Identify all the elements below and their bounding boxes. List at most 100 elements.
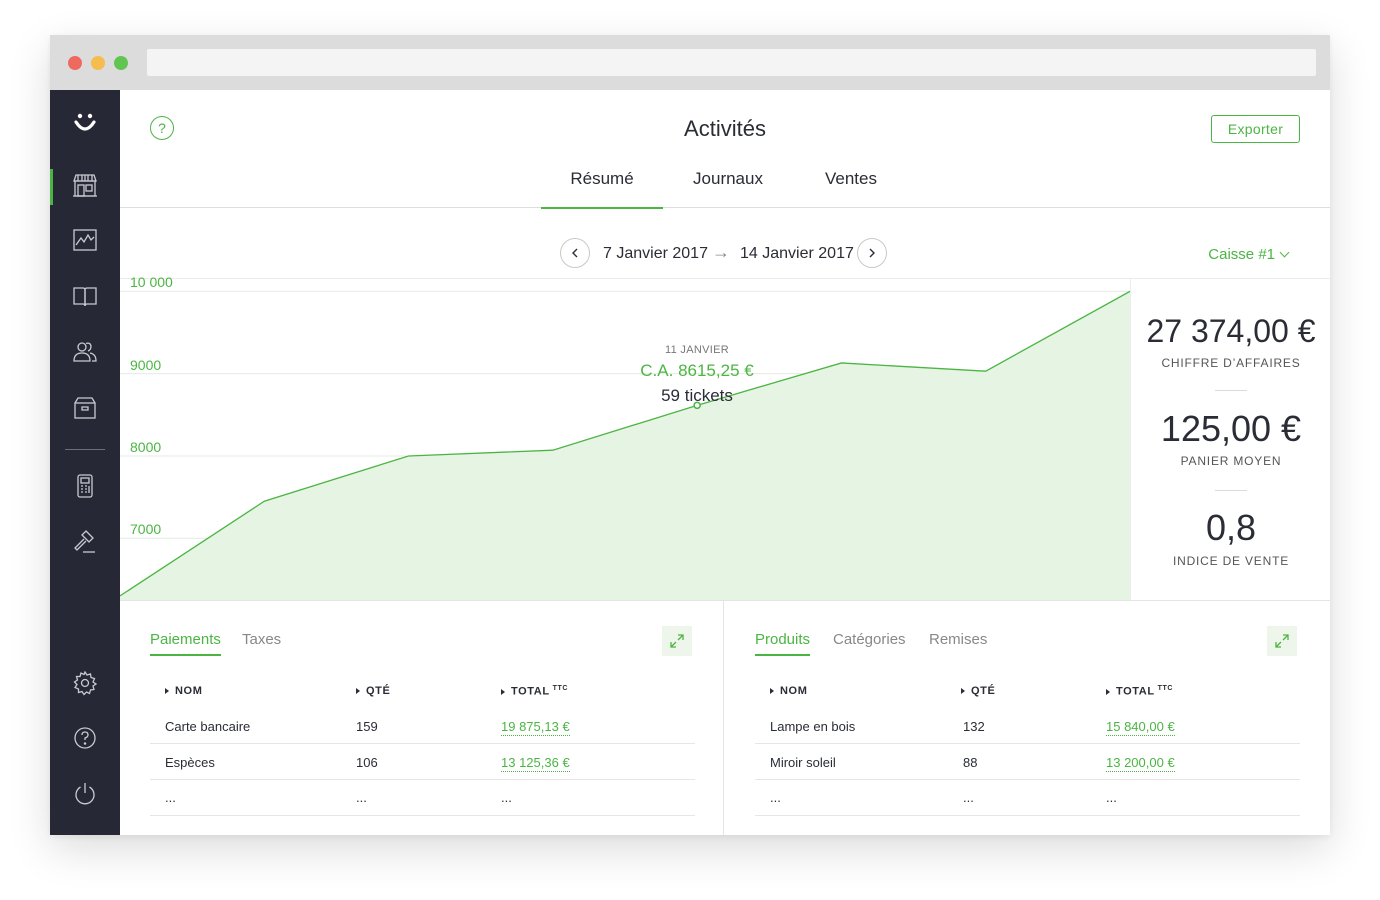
kpi-divider bbox=[1215, 490, 1247, 491]
tab-discounts[interactable]: Remises bbox=[929, 631, 988, 648]
help-icon bbox=[71, 724, 99, 757]
sort-icon bbox=[1106, 688, 1110, 695]
sidebar-item-admin[interactable] bbox=[50, 521, 120, 565]
expand-payments-button[interactable] bbox=[662, 626, 692, 656]
table-cell-name: ... bbox=[770, 790, 781, 805]
date-range-bar: 7 Janvier 2017 → 14 Janvier 2017 Caisse … bbox=[120, 208, 1330, 279]
sidebar-item-stats[interactable] bbox=[50, 220, 120, 264]
col-header-total[interactable]: TOTAL TTC bbox=[501, 685, 568, 698]
y-tick-label: 7000 bbox=[130, 521, 162, 538]
data-point[interactable] bbox=[262, 499, 266, 503]
table-cell-total[interactable]: 13 200,00 € bbox=[1106, 755, 1175, 772]
table-cell-total[interactable]: 19 875,13 € bbox=[501, 719, 570, 736]
kpi-revenue-label: CHIFFRE D’AFFAIRES bbox=[1161, 356, 1301, 370]
expand-products-button[interactable] bbox=[1267, 626, 1297, 656]
chart-icon bbox=[71, 226, 99, 259]
chevron-left-icon bbox=[572, 248, 578, 258]
next-period-button[interactable] bbox=[857, 238, 887, 268]
series-area bbox=[120, 291, 1130, 600]
table-cell-total[interactable]: 15 840,00 € bbox=[1106, 719, 1175, 736]
minimize-window-button[interactable] bbox=[91, 56, 105, 70]
table-cell-qty: 132 bbox=[963, 719, 985, 734]
row-divider bbox=[755, 779, 1300, 780]
row-divider bbox=[755, 815, 1300, 816]
chevron-right-icon bbox=[869, 248, 875, 258]
box-icon bbox=[71, 394, 99, 427]
kpi-index-value: 0,8 bbox=[1205, 507, 1257, 548]
kpi-panel: 27 374,00 € CHIFFRE D’AFFAIRES 125,00 € … bbox=[1130, 279, 1330, 600]
col-header-name[interactable]: NOM bbox=[770, 685, 807, 697]
export-button[interactable]: Exporter bbox=[1211, 115, 1300, 143]
sort-icon bbox=[356, 688, 360, 694]
data-point[interactable] bbox=[839, 361, 843, 365]
col-header-label: NOM bbox=[175, 685, 203, 697]
sidebar bbox=[50, 90, 120, 835]
sidebar-item-help[interactable] bbox=[50, 718, 120, 762]
data-point[interactable] bbox=[551, 448, 555, 452]
tab-ventes[interactable]: Ventes bbox=[825, 169, 877, 188]
col-header-label: NOM bbox=[780, 685, 808, 697]
tooltip-point[interactable] bbox=[693, 401, 701, 410]
col-header-name[interactable]: NOM bbox=[165, 685, 202, 697]
bottom-panels: Paiements Taxes NOM QTÉ TOTAL TTC Carte b… bbox=[120, 600, 1330, 835]
gear-icon bbox=[71, 669, 99, 702]
expand-icon bbox=[1275, 634, 1289, 648]
col-header-qty[interactable]: QTÉ bbox=[356, 685, 390, 697]
tab-payments[interactable]: Paiements bbox=[150, 631, 221, 656]
sidebar-item-stock[interactable] bbox=[50, 388, 120, 432]
table-cell-name: Miroir soleil bbox=[770, 755, 836, 770]
revenue-chart: 11 JANVIER C.A. 8615,25 € 59 tickets 10 … bbox=[120, 274, 1130, 600]
table-cell-total: ... bbox=[501, 790, 512, 805]
table-cell-qty: 159 bbox=[356, 719, 378, 734]
col-header-label: TOTAL bbox=[1116, 685, 1155, 698]
row-divider bbox=[755, 743, 1300, 744]
y-tick-label: 8000 bbox=[130, 438, 162, 455]
chart-canvas bbox=[120, 290, 1130, 600]
sort-icon bbox=[961, 688, 965, 694]
sidebar-item-customers[interactable] bbox=[50, 332, 120, 376]
sidebar-item-terminal[interactable] bbox=[50, 466, 120, 510]
tab-journaux[interactable]: Journaux bbox=[693, 169, 763, 188]
date-arrow-icon: → bbox=[712, 242, 730, 262]
sidebar-item-settings[interactable] bbox=[50, 663, 120, 707]
expand-icon bbox=[670, 634, 684, 648]
tab-taxes[interactable]: Taxes bbox=[242, 631, 282, 648]
row-divider bbox=[150, 743, 695, 744]
sidebar-item-logout[interactable] bbox=[50, 774, 120, 818]
kpi-basket-value: 125,00 € bbox=[1160, 408, 1302, 449]
sidebar-item-store[interactable] bbox=[50, 165, 120, 209]
sidebar-item-catalog[interactable] bbox=[50, 276, 120, 320]
date-from[interactable]: 7 Janvier 2017 bbox=[603, 245, 708, 262]
y-tick-label: 9000 bbox=[130, 356, 162, 373]
logo-icon[interactable] bbox=[50, 102, 120, 146]
store-icon bbox=[71, 171, 99, 204]
sort-icon bbox=[165, 688, 169, 694]
main-content: ? Activités Exporter Résumé Journaux Ven… bbox=[120, 90, 1330, 835]
prev-period-button[interactable] bbox=[560, 238, 590, 268]
table-cell-qty: ... bbox=[963, 790, 974, 805]
y-tick-label: 10 000 bbox=[130, 274, 173, 291]
users-icon bbox=[71, 338, 99, 371]
tooltip-tickets: 59 tickets bbox=[661, 386, 733, 405]
address-bar[interactable] bbox=[147, 49, 1316, 76]
data-point[interactable] bbox=[984, 369, 988, 373]
col-header-total[interactable]: TOTAL TTC bbox=[1106, 685, 1173, 698]
sort-icon bbox=[501, 688, 505, 695]
tab-products[interactable]: Produits bbox=[755, 631, 811, 656]
help-button[interactable]: ? bbox=[150, 116, 174, 140]
data-point[interactable] bbox=[120, 594, 122, 598]
kpi-divider bbox=[1215, 390, 1247, 391]
row-divider bbox=[150, 779, 695, 780]
close-window-button[interactable] bbox=[68, 56, 82, 70]
tab-resume[interactable]: Résumé bbox=[541, 150, 663, 209]
register-dropdown[interactable]: Caisse #1 bbox=[1208, 246, 1290, 263]
date-to[interactable]: 14 Janvier 2017 bbox=[740, 245, 854, 262]
col-header-qty[interactable]: QTÉ bbox=[961, 685, 995, 697]
sort-icon bbox=[770, 688, 774, 694]
browser-window: ? Activités Exporter Résumé Journaux Ven… bbox=[50, 35, 1330, 835]
maximize-window-button[interactable] bbox=[114, 56, 128, 70]
tab-categories[interactable]: Catégories bbox=[833, 631, 906, 648]
data-point[interactable] bbox=[407, 454, 411, 458]
table-cell-total[interactable]: 13 125,36 € bbox=[501, 755, 570, 772]
book-icon bbox=[71, 282, 99, 315]
